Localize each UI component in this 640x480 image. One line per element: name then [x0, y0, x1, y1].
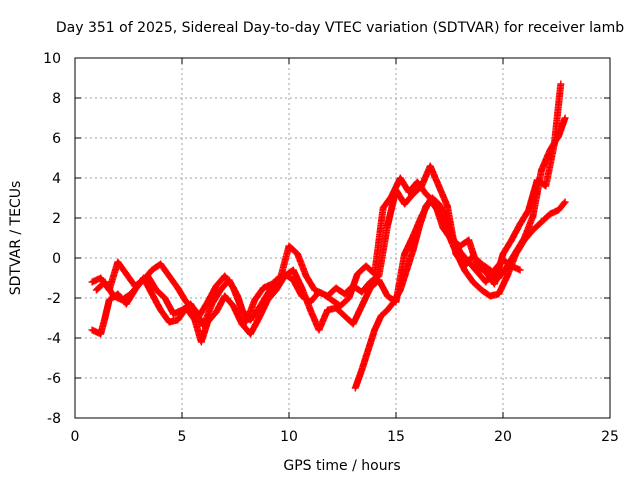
x-tick-label-4: 20: [494, 429, 512, 445]
data-series: [88, 80, 569, 392]
x-tick-label-0: 0: [71, 429, 80, 445]
series-sat-track-d: [351, 194, 524, 392]
axis-ticks: 0 5 10 15 20 25 -8 -6 -4 -2 0 2 4 6 8 10: [43, 51, 619, 445]
y-tick-label-8: 8: [52, 91, 61, 107]
series-markers-3: [351, 194, 524, 392]
series-sat-track-c: [92, 114, 569, 324]
y-tick-label-4: 0: [52, 251, 61, 267]
y-tick-label-2: -4: [47, 331, 61, 347]
y-tick-label-5: 2: [52, 211, 61, 227]
y-tick-label-0: -8: [47, 411, 61, 427]
x-tick-label-3: 15: [387, 429, 405, 445]
series-markers-2: [92, 114, 569, 324]
y-tick-label-6: 4: [52, 171, 61, 187]
y-tick-label-1: -6: [47, 371, 61, 387]
x-tick-label-5: 25: [601, 429, 619, 445]
x-tick-label-2: 10: [280, 429, 298, 445]
y-axis-title: SDTVAR / TECUs: [8, 181, 24, 296]
x-axis-title: GPS time / hours: [283, 458, 400, 474]
plot-frame: [74, 57, 611, 419]
x-tick-label-1: 5: [178, 429, 187, 445]
y-tick-label-3: -2: [47, 291, 61, 307]
y-tick-label-7: 6: [52, 131, 61, 147]
chart-title: Day 351 of 2025, Sidereal Day-to-day VTE…: [56, 20, 624, 36]
y-tick-label-9: 10: [43, 51, 61, 67]
